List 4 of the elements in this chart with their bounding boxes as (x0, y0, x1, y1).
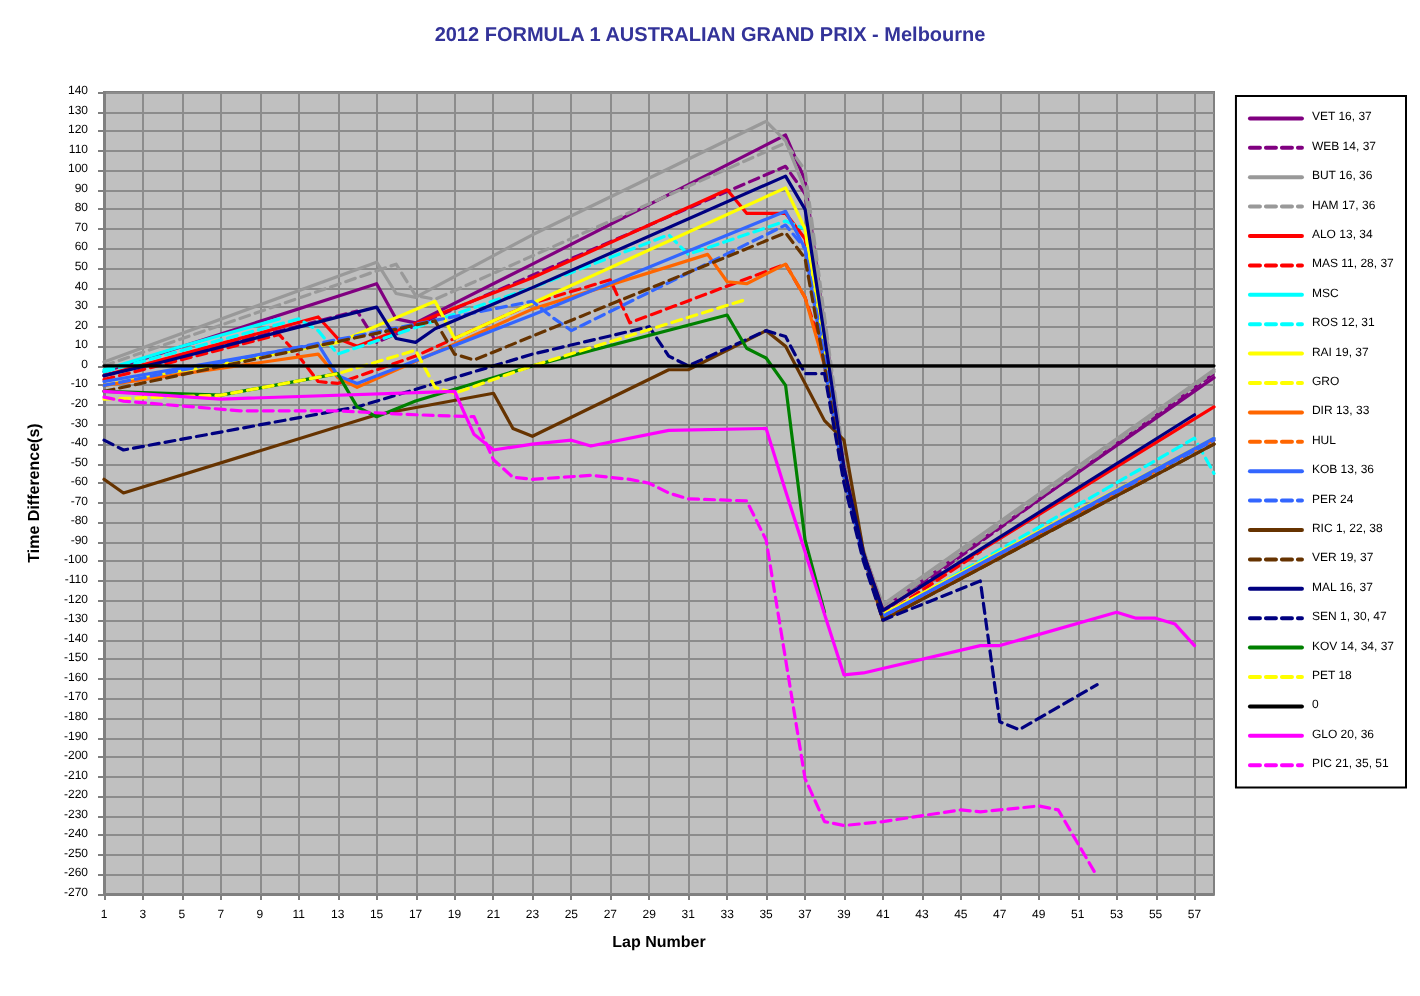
y-axis-title: Time Difference(s) (25, 422, 44, 563)
chart-title: 2012 FORMULA 1 AUSTRALIAN GRAND PRIX - Melbourne (434, 25, 987, 47)
line-series (102, 297, 749, 401)
x-axis-title: Lap Number (612, 933, 706, 951)
